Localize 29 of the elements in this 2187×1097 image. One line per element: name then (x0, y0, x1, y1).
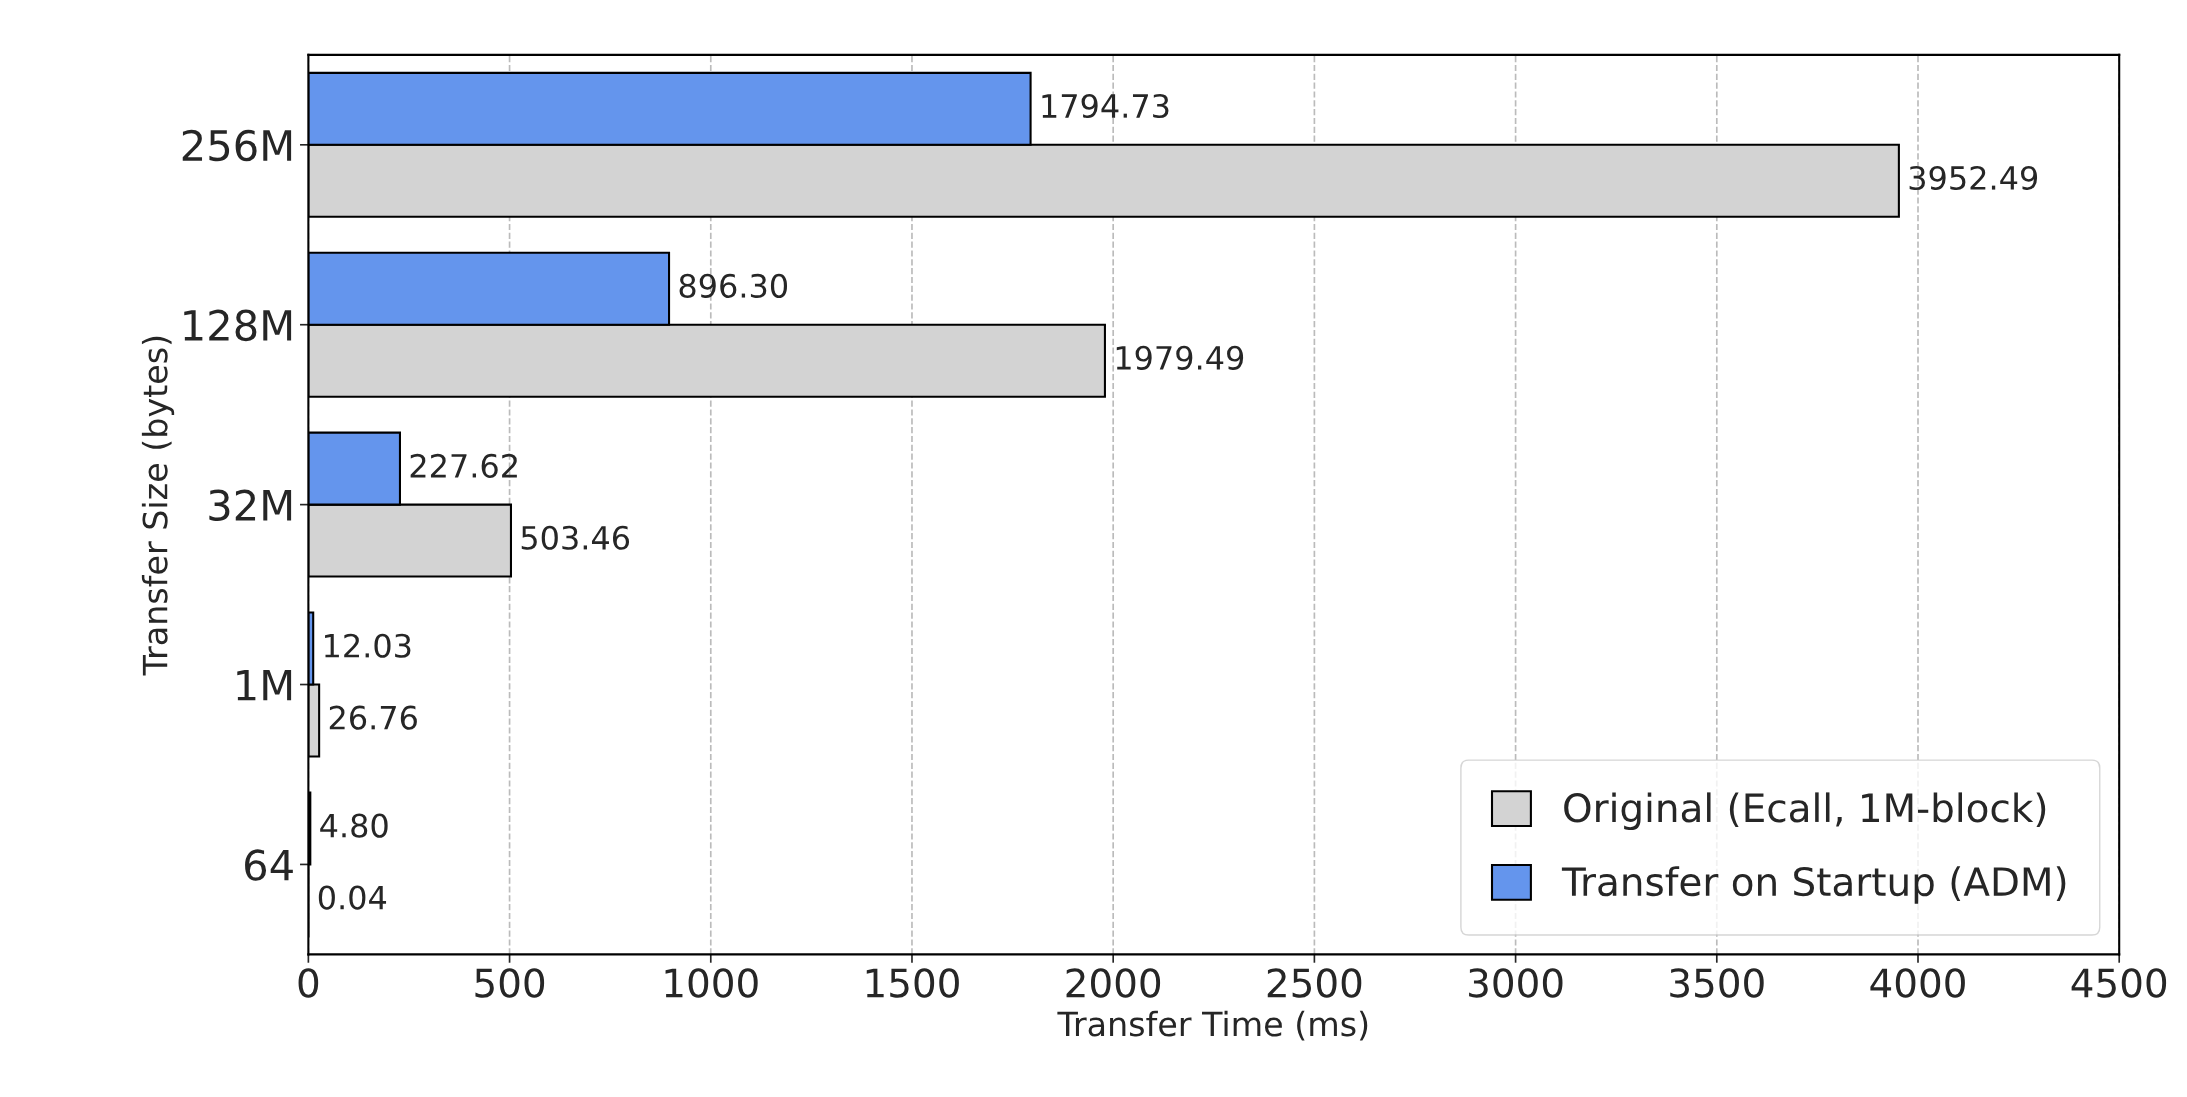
x-tick-label: 2000 (1066, 968, 1161, 998)
data-label: 3952.49 (1909, 165, 2038, 191)
legend-label: Transfer on Startup (ADM) (1561, 866, 2066, 904)
y-axis-title: Transfer Size (bytes) (141, 336, 175, 676)
x-tick-label: 3000 (1469, 968, 1563, 998)
y-tick-label: 64 (245, 849, 293, 881)
data-label: 12.03 (325, 633, 411, 658)
y-tick-label: 1M (237, 669, 292, 701)
x-tick-label: 4500 (2071, 968, 2167, 998)
y-tick-label: 128M (184, 309, 292, 342)
x-tick-label: 4000 (1870, 968, 1965, 998)
y-tick-label: 32M (209, 489, 292, 522)
data-label: 4.80 (320, 813, 388, 838)
data-label: 227.62 (410, 453, 517, 478)
legend-label: Original (Ecall, 1M-block) (1564, 792, 2046, 831)
x-tick-label: 1500 (866, 968, 959, 998)
data-label: 26.76 (329, 705, 417, 730)
y-tick-label: 256M (182, 129, 292, 162)
x-tick-label: 3500 (1670, 968, 1764, 998)
data-label: 1979.49 (1116, 345, 1244, 370)
data-label: 503.46 (521, 525, 630, 550)
x-axis-title: Transfer Time (ms) (1057, 1010, 1368, 1041)
data-label: 896.30 (679, 273, 788, 298)
x-tick-label: 500 (475, 968, 545, 998)
data-label: 0.04 (318, 885, 387, 910)
data-label: 1794.73 (1042, 93, 1169, 119)
x-tick-label: 0 (298, 968, 319, 998)
x-tick-label: 1000 (665, 968, 758, 998)
x-tick-label: 2500 (1267, 968, 1362, 998)
